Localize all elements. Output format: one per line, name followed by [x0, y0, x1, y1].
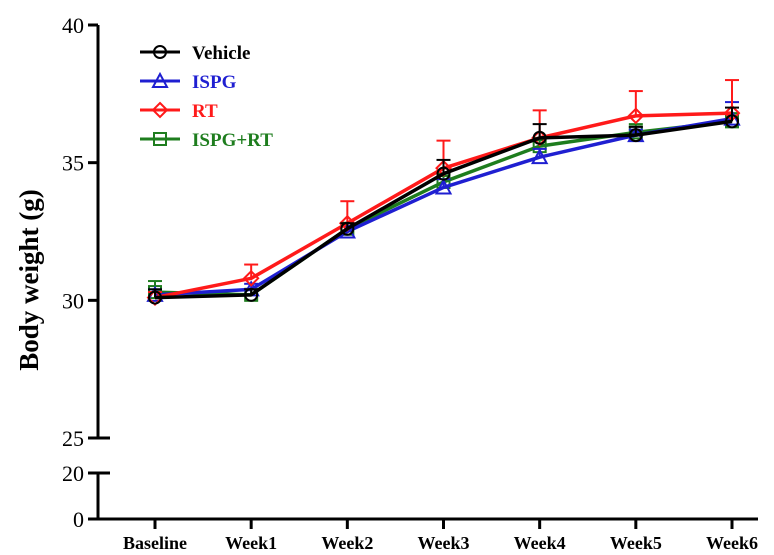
legend-marker — [151, 71, 169, 88]
legend: Vehicle ISPG RT ISPG+RT — [140, 43, 273, 151]
data-point — [436, 166, 451, 181]
data-point — [530, 148, 549, 165]
legend-item: ISPG+RT — [140, 130, 273, 151]
data-point — [628, 128, 643, 143]
series-vehicle — [148, 106, 739, 305]
legend-label: Vehicle — [192, 43, 250, 64]
data-point — [340, 221, 355, 236]
data-point — [244, 287, 259, 302]
axes: 25 30 35 40 0 20 Baseline Week1 Week2 Week3 Week4 W… — [62, 13, 758, 553]
y-tick-label: 40 — [62, 13, 84, 38]
legend-marker — [153, 132, 167, 146]
legend-item: ISPG — [140, 71, 237, 93]
data-point — [242, 269, 260, 287]
series-rt — [146, 79, 741, 306]
x-tick-label: Week3 — [418, 533, 470, 553]
data-point — [434, 178, 453, 195]
y-tick-label: 30 — [62, 288, 84, 313]
legend-label: ISPG — [192, 72, 237, 93]
x-tick-label: Week5 — [610, 533, 662, 553]
y-tick-label: 0 — [73, 507, 84, 532]
data-point — [627, 107, 645, 125]
x-tick-label: Week1 — [225, 533, 277, 553]
y-axis-title: Body weight (g) — [14, 189, 44, 371]
legend-label: RT — [192, 101, 218, 122]
series-line — [154, 119, 733, 300]
y-tick-label: 20 — [62, 461, 84, 486]
series-layer — [146, 79, 741, 306]
data-point — [723, 109, 741, 126]
data-point — [148, 290, 162, 305]
legend-marker — [151, 101, 169, 119]
legend-marker — [153, 45, 167, 59]
x-tick-label: Week6 — [706, 533, 758, 553]
y-tick-label: 35 — [62, 151, 84, 176]
data-point — [725, 114, 739, 129]
legend-label: ISPG+RT — [192, 130, 273, 151]
x-tick-label: Baseline — [123, 533, 187, 553]
legend-item: Vehicle — [140, 43, 250, 64]
legend-item: RT — [140, 101, 218, 122]
x-tick-label: Week2 — [321, 533, 373, 553]
data-point — [532, 130, 547, 145]
x-tick-label: Week4 — [514, 533, 566, 553]
y-tick-label: 25 — [62, 426, 84, 451]
